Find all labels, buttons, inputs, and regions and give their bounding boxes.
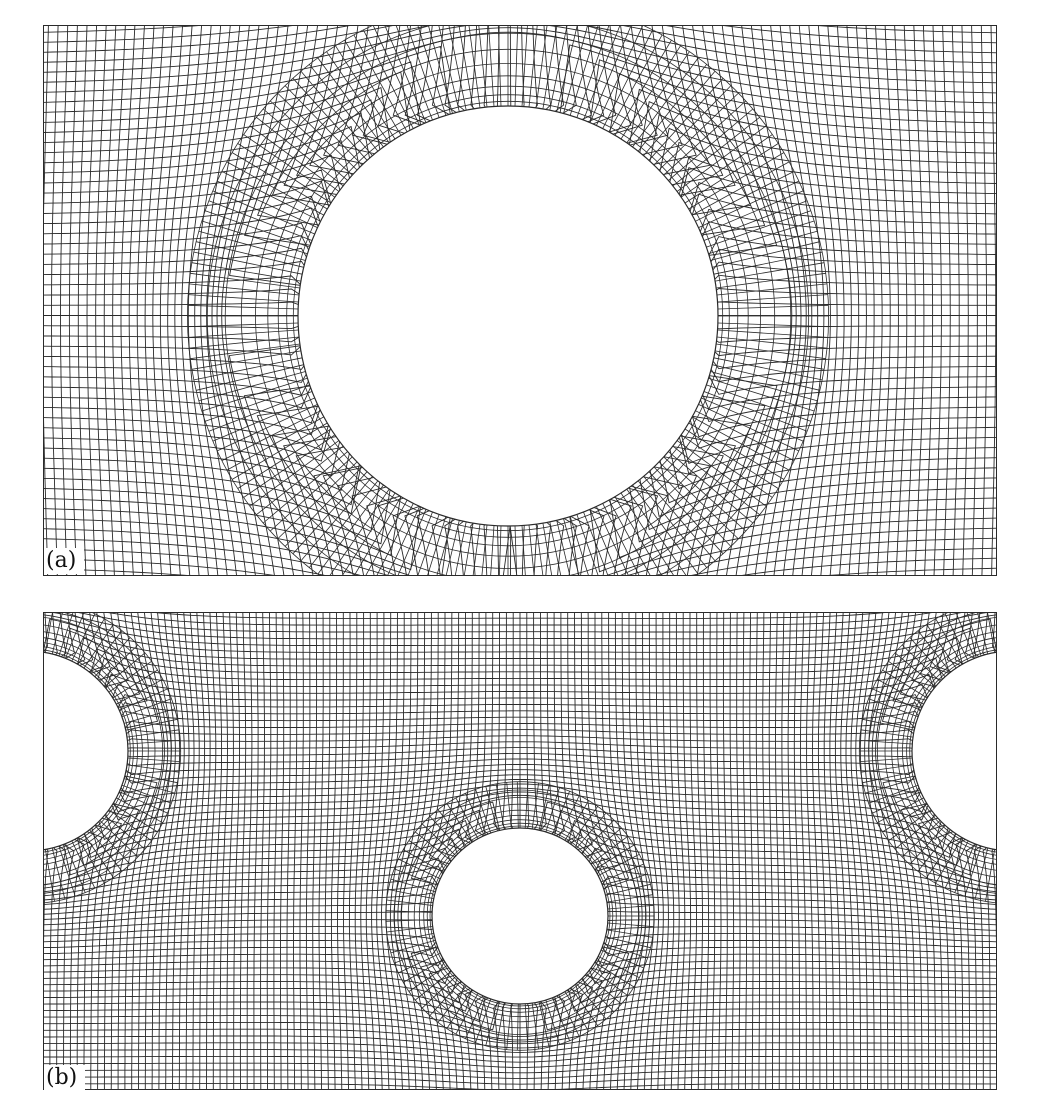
hole-2: [431, 827, 609, 1005]
mesh-panel-a: [43, 25, 997, 576]
panel-a-label: (a): [44, 548, 85, 574]
panel-b-label: (b): [44, 1065, 86, 1091]
mesh-a-svg: [43, 25, 997, 576]
hole-refinement-0: [43, 612, 182, 904]
hole-refinement-2: [385, 781, 655, 1051]
hole-refinement-0: [187, 25, 829, 576]
mesh-panel-b: [43, 612, 997, 1090]
hole-0: [43, 651, 129, 851]
hole-1: [911, 651, 997, 851]
mesh-b-svg: [43, 612, 997, 1090]
mesh-border: [43, 612, 997, 1090]
mesh-border: [43, 25, 997, 576]
hole-0: [297, 105, 719, 527]
hole-refinement-1: [858, 612, 997, 904]
